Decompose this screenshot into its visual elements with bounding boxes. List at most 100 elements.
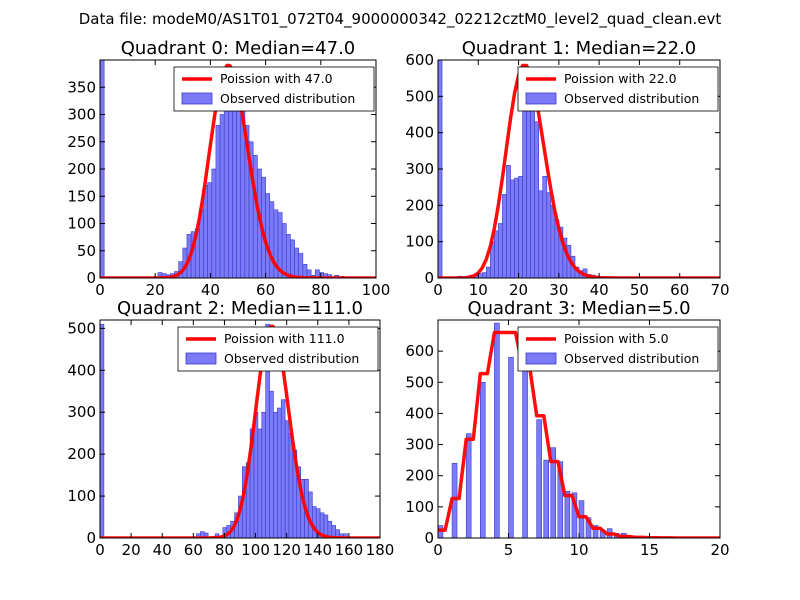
- y-tick-label: 400: [405, 124, 434, 142]
- histogram-bar: [508, 357, 514, 538]
- axes-frame: [99, 319, 381, 539]
- y-tick-label: 400: [405, 404, 434, 422]
- histogram-bar: [506, 165, 511, 278]
- histogram-bar: [522, 99, 527, 278]
- y-tick-label: 200: [67, 445, 96, 463]
- histogram-bar: [543, 459, 549, 538]
- x-tick-label: 60: [256, 281, 275, 299]
- histogram-bar: [312, 506, 317, 538]
- plot-area: [100, 323, 380, 538]
- y-tick-label: 300: [67, 106, 96, 124]
- histogram-bar: [498, 223, 503, 278]
- legend-bar-label: Observed distribution: [564, 91, 699, 106]
- y-tick-label: 0: [86, 529, 96, 547]
- x-tick-label: 30: [549, 281, 568, 299]
- legend: Poission with 111.0 Observed distribution: [177, 326, 379, 372]
- histogram-bar: [530, 88, 535, 278]
- histogram-bar: [257, 428, 263, 538]
- x-tick-label: 160: [335, 541, 364, 559]
- x-tick-label: 140: [303, 541, 332, 559]
- histogram-bar: [223, 103, 229, 278]
- y-tick-label: 100: [67, 215, 96, 233]
- x-tick-label: 0: [433, 541, 443, 559]
- subplot-quadrant-2: 0 20 40 60 80 100 120 140 160 1800100200300400500…: [67, 298, 394, 559]
- histogram-bar: [536, 419, 542, 538]
- x-tick-label: 20: [710, 541, 729, 559]
- y-tick-label: 300: [405, 436, 434, 454]
- histogram-bar: [518, 175, 523, 278]
- poisson-line: [438, 63, 720, 278]
- y-tick-label: 500: [405, 373, 434, 391]
- legend-bar-label: Observed distribution: [220, 91, 355, 106]
- x-tick-label: 0: [433, 281, 443, 299]
- histogram-bar: [215, 125, 221, 278]
- histogram-bar: [534, 121, 540, 278]
- histogram-bar: [550, 205, 556, 278]
- legend-bar-swatch: [525, 352, 557, 365]
- histogram-bar: [265, 193, 271, 278]
- x-tick-label: 40: [590, 281, 609, 299]
- y-tick-label: 100: [405, 498, 434, 516]
- histogram-bar: [280, 399, 286, 538]
- histogram-bar: [203, 532, 209, 538]
- histogram-bar: [100, 323, 105, 538]
- y-tick-label: 200: [67, 160, 96, 178]
- y-tick-label: 200: [405, 196, 434, 214]
- histogram-bar: [219, 114, 225, 278]
- histogram-bar: [269, 201, 275, 278]
- subplot-title: Quadrant 3: Median=5.0: [467, 298, 690, 319]
- y-tick-label: 150: [67, 187, 96, 205]
- legend-bar-label: Observed distribution: [564, 351, 699, 366]
- histogram-bar: [542, 175, 548, 278]
- histogram-bar: [273, 411, 278, 538]
- y-tick-label: 0: [424, 269, 434, 287]
- poisson-line: [438, 330, 720, 538]
- x-tick-label: 10: [469, 281, 488, 299]
- x-tick-label: 10: [569, 541, 588, 559]
- histogram-bar: [232, 86, 237, 278]
- x-tick-label: 0: [95, 281, 105, 299]
- x-tick-label: 20: [146, 281, 165, 299]
- histogram-bar: [290, 239, 295, 278]
- histogram-bar: [482, 272, 487, 278]
- legend-bar-swatch: [181, 92, 213, 105]
- x-tick-label: 100: [362, 281, 391, 299]
- histogram-bar: [486, 266, 491, 278]
- legend: Poission with 22.0 Observed distribution: [517, 66, 719, 112]
- legend-line-label: Poission with 5.0: [564, 331, 669, 346]
- y-tick-label: 300: [67, 403, 96, 421]
- x-tick-label: 40: [201, 281, 220, 299]
- subplot-title: Quadrant 1: Median=22.0: [462, 38, 697, 59]
- histogram-bar: [538, 190, 544, 278]
- histogram-bar: [510, 179, 515, 278]
- legend-bar-label: Observed distribution: [224, 351, 359, 366]
- histogram-bar: [211, 168, 217, 278]
- x-tick-label: 15: [640, 541, 659, 559]
- subplot-quadrant-0: 0 20 40 60 80 100 0 50 100 150 200 250 300 350 Quadran…: [67, 38, 390, 299]
- histogram-bar: [207, 182, 213, 278]
- x-tick-label: 50: [630, 281, 649, 299]
- histogram-bar: [277, 407, 282, 538]
- histogram-bar: [281, 223, 287, 278]
- histogram-bar: [564, 490, 571, 538]
- y-tick-label: 0: [86, 269, 96, 287]
- legend: Poission with 5.0 Observed distribution: [517, 326, 719, 372]
- figure-suptitle: Data file: modeM0/AS1T01_072T04_90000003…: [79, 10, 722, 29]
- y-tick-label: 300: [405, 160, 434, 178]
- histogram-bar: [269, 390, 274, 538]
- histogram-bar: [228, 92, 233, 278]
- x-tick-label: 60: [184, 541, 203, 559]
- x-tick-label: 20: [509, 281, 528, 299]
- y-tick-label: 600: [405, 342, 434, 360]
- histogram-bar: [298, 253, 304, 278]
- histogram-bar: [294, 247, 300, 278]
- histogram-bar: [465, 433, 472, 538]
- histogram-bar: [494, 230, 499, 278]
- x-tick-label: 180: [366, 541, 395, 559]
- x-tick-label: 100: [241, 541, 270, 559]
- x-tick-label: 80: [311, 281, 330, 299]
- histogram-bar: [502, 194, 507, 278]
- histogram-bar: [252, 155, 258, 278]
- histogram-bar: [578, 500, 585, 538]
